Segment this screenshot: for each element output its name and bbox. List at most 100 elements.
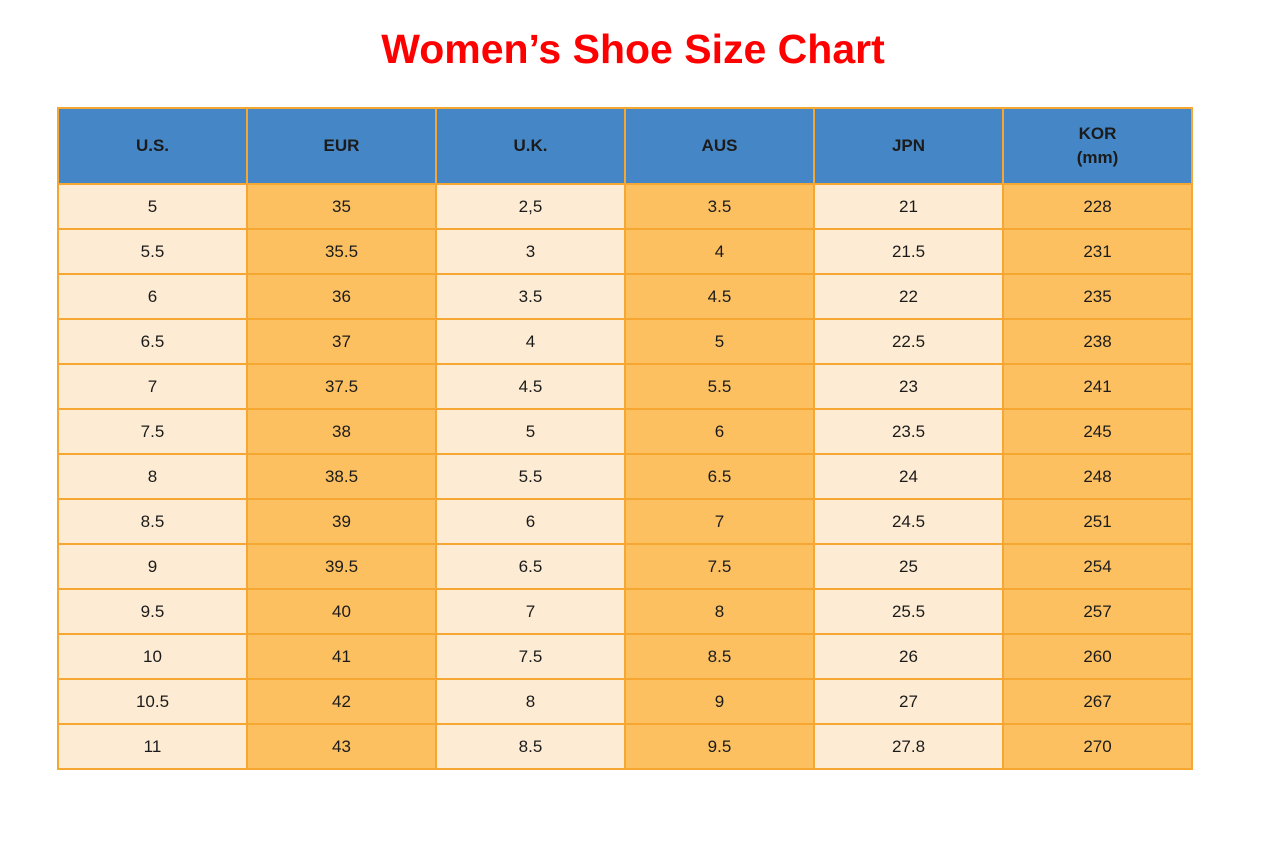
table-cell: 27 [813,678,1004,725]
table-cell: 5.5 [435,453,626,500]
table-cell: 9 [57,543,248,590]
table-cell: 43 [246,723,437,770]
table-cell: 10.5 [57,678,248,725]
column-header-label: U.K. [513,136,548,155]
table-cell: 7.5 [57,408,248,455]
table-cell: 254 [1002,543,1193,590]
page-title: Women’s Shoe Size Chart [381,26,885,72]
table-cell: 9.5 [624,723,815,770]
table-row: 7 37.5 4.5 5.5 23 241 [57,363,1193,410]
table-row: 10 41 7.5 8.5 26 260 [57,633,1193,680]
table-row: 9.5 40 7 8 25.5 257 [57,588,1193,635]
table-row: 6 36 3.5 4.5 22 235 [57,273,1193,320]
table-cell: 42 [246,678,437,725]
table-cell: 5 [435,408,626,455]
table-cell: 267 [1002,678,1193,725]
table-cell: 241 [1002,363,1193,410]
column-header-aus: AUS [624,107,815,185]
table-cell: 6 [624,408,815,455]
header-row: U.S. EUR U.K. AUS JPN [57,107,1193,185]
table-cell: 3.5 [435,273,626,320]
column-header-jpn: JPN [813,107,1004,185]
table-cell: 228 [1002,183,1193,230]
column-header-label: KOR [1078,124,1117,143]
table-cell: 21.5 [813,228,1004,275]
table-row: 6.5 37 4 5 22.5 238 [57,318,1193,365]
table-cell: 245 [1002,408,1193,455]
table-cell: 25.5 [813,588,1004,635]
table-cell: 4 [435,318,626,365]
table-cell: 2,5 [435,183,626,230]
table-cell: 8.5 [624,633,815,680]
table-cell: 35 [246,183,437,230]
table-cell: 4.5 [624,273,815,320]
table-cell: 8.5 [57,498,248,545]
table-cell: 38.5 [246,453,437,500]
table-cell: 7 [624,498,815,545]
column-header-sublabel: (mm) [1076,148,1119,167]
table-cell: 9.5 [57,588,248,635]
table-cell: 41 [246,633,437,680]
table-cell: 5.5 [624,363,815,410]
table-cell: 4.5 [435,363,626,410]
table-cell: 6.5 [435,543,626,590]
table-cell: 10 [57,633,248,680]
column-header-label: EUR [323,136,360,155]
table-cell: 9 [624,678,815,725]
table-cell: 36 [246,273,437,320]
table-header: U.S. EUR U.K. AUS JPN [57,107,1193,185]
table-row: 8 38.5 5.5 6.5 24 248 [57,453,1193,500]
table-cell: 40 [246,588,437,635]
column-header-label: JPN [891,136,926,155]
table-cell: 6.5 [624,453,815,500]
table-cell: 6 [57,273,248,320]
table-cell: 8 [57,453,248,500]
table-cell: 7 [435,588,626,635]
table-cell: 7 [57,363,248,410]
column-header-uk: U.K. [435,107,626,185]
table-cell: 22 [813,273,1004,320]
table-row: 7.5 38 5 6 23.5 245 [57,408,1193,455]
table-cell: 270 [1002,723,1193,770]
table-cell: 248 [1002,453,1193,500]
table-cell: 5 [57,183,248,230]
table-cell: 24 [813,453,1004,500]
table-cell: 260 [1002,633,1193,680]
table-body: 5 35 2,5 3.5 21 228 5.5 35.5 3 4 21.5 231 6 36 3.5 4.5 2… [57,183,1193,770]
column-header-label: AUS [701,136,738,155]
table-cell: 39.5 [246,543,437,590]
table-cell: 8.5 [435,723,626,770]
table-cell: 8 [624,588,815,635]
table-row: 9 39.5 6.5 7.5 25 254 [57,543,1193,590]
table-row: 5.5 35.5 3 4 21.5 231 [57,228,1193,275]
table-cell: 7.5 [435,633,626,680]
table-cell: 7.5 [624,543,815,590]
table-row: 11 43 8.5 9.5 27.8 270 [57,723,1193,770]
table-cell: 257 [1002,588,1193,635]
size-chart-table-container: U.S. EUR U.K. AUS JPN [57,107,1193,770]
table-cell: 37 [246,318,437,365]
table-row: 5 35 2,5 3.5 21 228 [57,183,1193,230]
table-cell: 39 [246,498,437,545]
table-cell: 5 [624,318,815,365]
table-cell: 23.5 [813,408,1004,455]
table-cell: 238 [1002,318,1193,365]
table-cell: 231 [1002,228,1193,275]
table-cell: 35.5 [246,228,437,275]
table-cell: 27.8 [813,723,1004,770]
size-chart-table: U.S. EUR U.K. AUS JPN [57,107,1193,770]
table-cell: 6.5 [57,318,248,365]
table-cell: 38 [246,408,437,455]
table-cell: 26 [813,633,1004,680]
table-cell: 25 [813,543,1004,590]
table-cell: 11 [57,723,248,770]
table-cell: 21 [813,183,1004,230]
column-header-eur: EUR [246,107,437,185]
table-cell: 6 [435,498,626,545]
table-cell: 37.5 [246,363,437,410]
table-cell: 8 [435,678,626,725]
table-cell: 235 [1002,273,1193,320]
column-header-label: U.S. [135,136,170,155]
column-header-us: U.S. [57,107,248,185]
table-cell: 22.5 [813,318,1004,365]
